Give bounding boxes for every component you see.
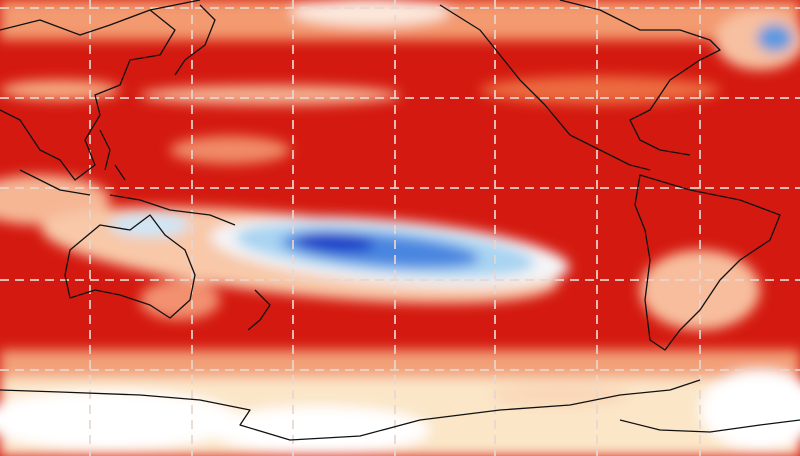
australia-coast (64, 214, 196, 319)
philippines-coast (99, 129, 126, 181)
anomaly-patch (170, 136, 290, 164)
anomaly-patch (0, 390, 240, 450)
anomaly-patch (110, 213, 190, 237)
anomaly-patch (295, 231, 375, 253)
anomaly-patch (140, 280, 220, 320)
antarctica-coast (0, 379, 800, 441)
anomaly-patch (490, 383, 630, 407)
anomaly-patch (757, 24, 793, 52)
anomaly-patch (140, 85, 400, 105)
asia-coast (0, 0, 201, 181)
anomaly-patch (480, 76, 720, 104)
japan-coast (174, 4, 216, 76)
anomaly-patch (290, 0, 450, 26)
new-zealand-coast (247, 289, 271, 331)
anomaly-band (0, 350, 800, 380)
south-america-coast (634, 174, 781, 351)
coastlines (0, 0, 800, 441)
indonesia-coast (19, 169, 236, 226)
anomaly-patch (210, 406, 430, 454)
north-america-coast (439, 0, 721, 171)
